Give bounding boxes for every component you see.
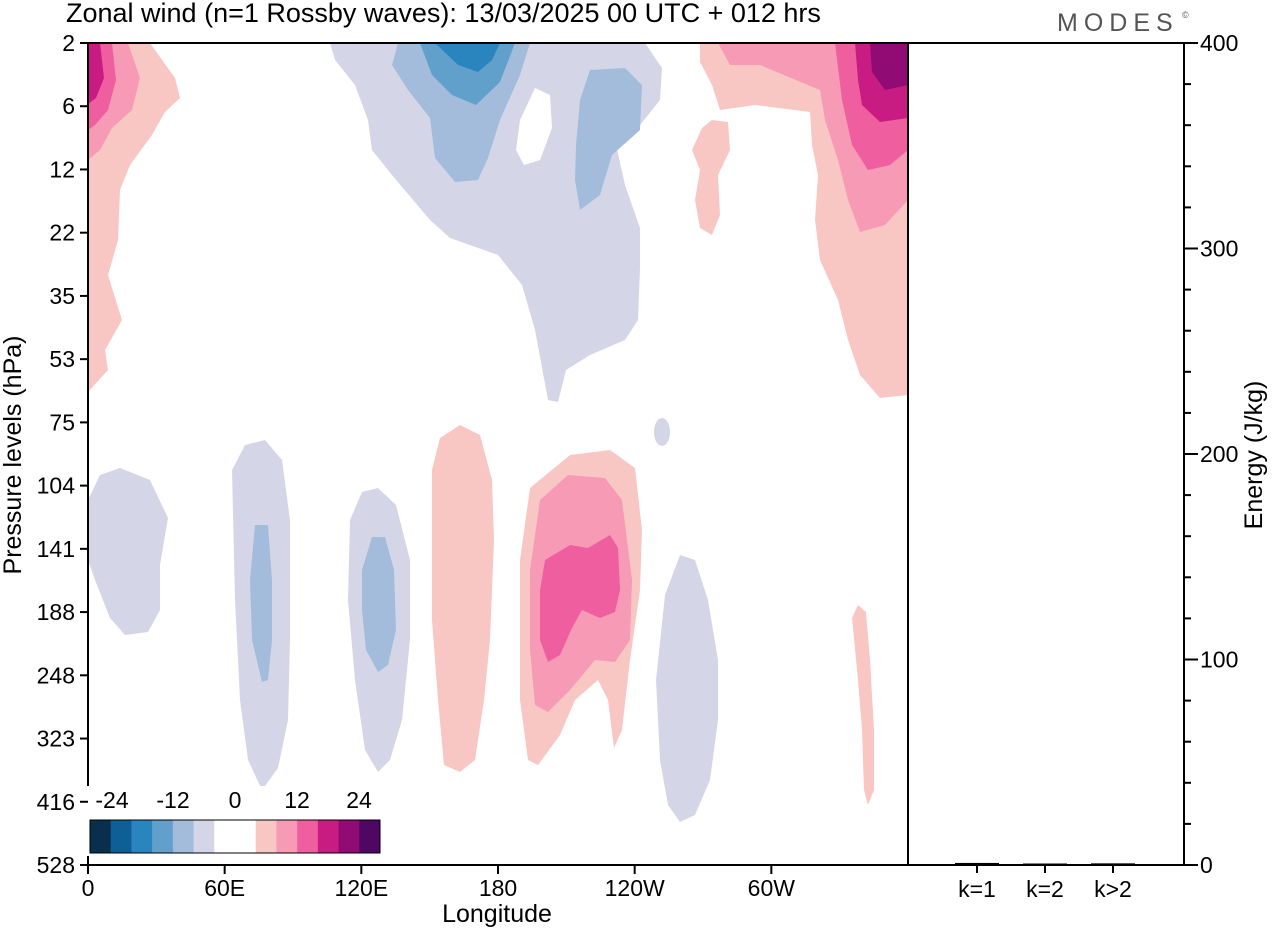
colorbar-swatch <box>214 820 236 853</box>
contour-pos4-lower-1 <box>432 425 494 772</box>
contour-pos12-lower-2 <box>540 535 620 662</box>
brand-logo: MODES <box>1057 9 1179 37</box>
y-tick-label: 75 <box>49 409 75 435</box>
colorbar-swatch <box>193 820 215 853</box>
contour-neg16-upper <box>435 43 500 72</box>
contour-neg4-lower-1 <box>88 468 168 635</box>
x-tick-label: 120E <box>334 875 388 901</box>
x-axis: 0 60E 120E 180 120W 60W <box>82 865 796 901</box>
contour-neg8-lower-3 <box>362 537 396 672</box>
y-tick-label: 323 <box>37 726 75 752</box>
x-tick-label: 60E <box>204 875 245 901</box>
energy-category-label: k>2 <box>1094 876 1132 902</box>
energy-tick-label: 100 <box>1200 647 1238 673</box>
x-tick-label: 120W <box>605 875 665 901</box>
colorbar-swatch <box>276 820 298 853</box>
chart-title: Zonal wind (n=1 Rossby waves): 13/03/202… <box>66 0 821 28</box>
contour-neg4-lower-4 <box>656 555 718 822</box>
energy-tick-label: 200 <box>1200 441 1238 467</box>
contour-neg8-lower-2 <box>250 525 272 682</box>
energy-bars: k=1 k=2 k>2 <box>955 862 1135 902</box>
x-axis-label: Longitude <box>442 900 552 928</box>
y-tick-label: 141 <box>37 536 75 562</box>
y-tick-label: 6 <box>62 93 75 119</box>
colorbar-swatch <box>255 820 277 853</box>
y-tick-label: 35 <box>49 283 75 309</box>
energy-tick-label: 300 <box>1200 236 1238 262</box>
y-tick-label: 2 <box>62 30 75 56</box>
colorbar-swatch <box>317 820 340 853</box>
colorbar-swatch <box>338 820 360 853</box>
y-tick-label: 248 <box>37 662 75 688</box>
energy-tick-label: 0 <box>1200 852 1213 878</box>
colorbar-swatch <box>359 820 381 853</box>
y-tick-label: 12 <box>49 156 75 182</box>
energy-axis-label: Energy (J/kg) <box>1240 381 1268 530</box>
y-axis-label: Pressure levels (hPa) <box>0 336 27 575</box>
energy-category-label: k=1 <box>958 876 996 902</box>
colorbar-swatch <box>110 820 132 853</box>
colorbar-tick-label: 12 <box>284 787 310 813</box>
energy-bar <box>955 862 999 865</box>
colorbar-frame <box>89 819 381 854</box>
contour-field <box>88 43 908 822</box>
colorbar-swatch <box>90 820 112 853</box>
colorbar-tick-label: -12 <box>156 787 189 813</box>
colorbar-tick-label: 24 <box>346 787 372 813</box>
brand-mark: © <box>1182 10 1189 20</box>
y-tick-label: 416 <box>37 789 75 815</box>
contour-zero-hole <box>516 88 552 165</box>
y-tick-label: 53 <box>49 346 75 372</box>
y-axis: 2 6 12 22 35 53 75 104 141 188 248 323 416 528 <box>37 30 88 878</box>
contour-neg8-upper-b <box>575 68 642 210</box>
contour-pos20-upper-right <box>870 43 908 90</box>
energy-category-label: k=2 <box>1026 876 1064 902</box>
colorbar-swatch <box>152 820 174 853</box>
energy-tick-label: 400 <box>1200 30 1238 56</box>
colorbar-swatch <box>235 820 257 853</box>
energy-axis-ticks: 0 100 200 300 400 <box>1184 30 1238 878</box>
y-tick-label: 528 <box>37 852 75 878</box>
colorbar-swatch <box>172 820 195 853</box>
contour-pos4-upper-left <box>88 43 180 392</box>
colorbar-tick-label: 0 <box>229 787 242 813</box>
contour-pos4-lower-3 <box>852 605 874 805</box>
colorbar-swatch <box>131 820 153 853</box>
colorbar-swatches <box>90 820 381 853</box>
energy-bar <box>1091 863 1135 865</box>
x-tick-label: 180 <box>479 875 517 901</box>
energy-bar <box>1023 863 1067 865</box>
colorbar-tick-label: -24 <box>95 787 128 813</box>
colorbar: -24 -12 0 12 24 <box>86 786 384 856</box>
x-tick-label: 60W <box>748 875 796 901</box>
energy-panel: 0 100 200 300 400 k=1 k=2 k>2 Energy (J/kg) <box>908 30 1268 902</box>
x-tick-label: 0 <box>82 875 95 901</box>
colorbar-swatch <box>297 820 319 853</box>
contour-neg4-tiny <box>654 418 670 446</box>
y-tick-label: 22 <box>49 220 75 246</box>
y-tick-label: 104 <box>37 473 76 499</box>
y-tick-label: 188 <box>37 599 75 625</box>
contour-pos16-upper-left <box>88 43 104 104</box>
contour-pos4-small-upper <box>692 120 730 235</box>
